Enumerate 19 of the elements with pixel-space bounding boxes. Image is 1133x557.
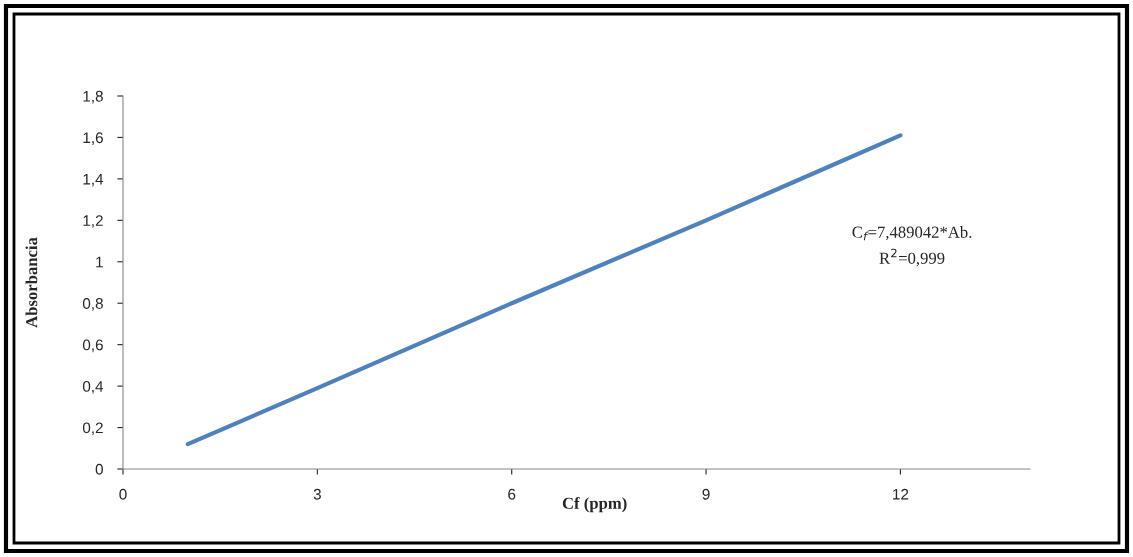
y-tick-label: 1,4: [83, 173, 104, 187]
y-tick-label: 1,6: [83, 132, 103, 145]
y-tick-label: 1: [96, 256, 103, 268]
y-tick-label: 0,4: [82, 380, 104, 394]
x-tick-label: 0: [119, 488, 127, 500]
y-tick-label: 1,2: [83, 215, 103, 228]
x-tick-label: 9: [702, 488, 710, 500]
x-tick-label: 12: [893, 488, 909, 500]
y-tick-label: 0,6: [82, 339, 103, 353]
x-tick-label: 3: [313, 488, 321, 500]
x-tick-label: 6: [508, 488, 516, 500]
x-axis-title: Cf (ppm): [562, 496, 627, 513]
annotation: R$^{2}$=0,999: [879, 248, 945, 267]
y-tick-label: 0: [95, 463, 103, 475]
annotation: C$_{f}$=7,489042*Ab.: [852, 226, 972, 241]
y-tick-label: 0,8: [82, 298, 103, 311]
y-axis-title: Absorbancia: [25, 237, 38, 328]
y-tick-label: 1,8: [83, 90, 103, 104]
y-tick-label: 0,2: [82, 422, 103, 436]
